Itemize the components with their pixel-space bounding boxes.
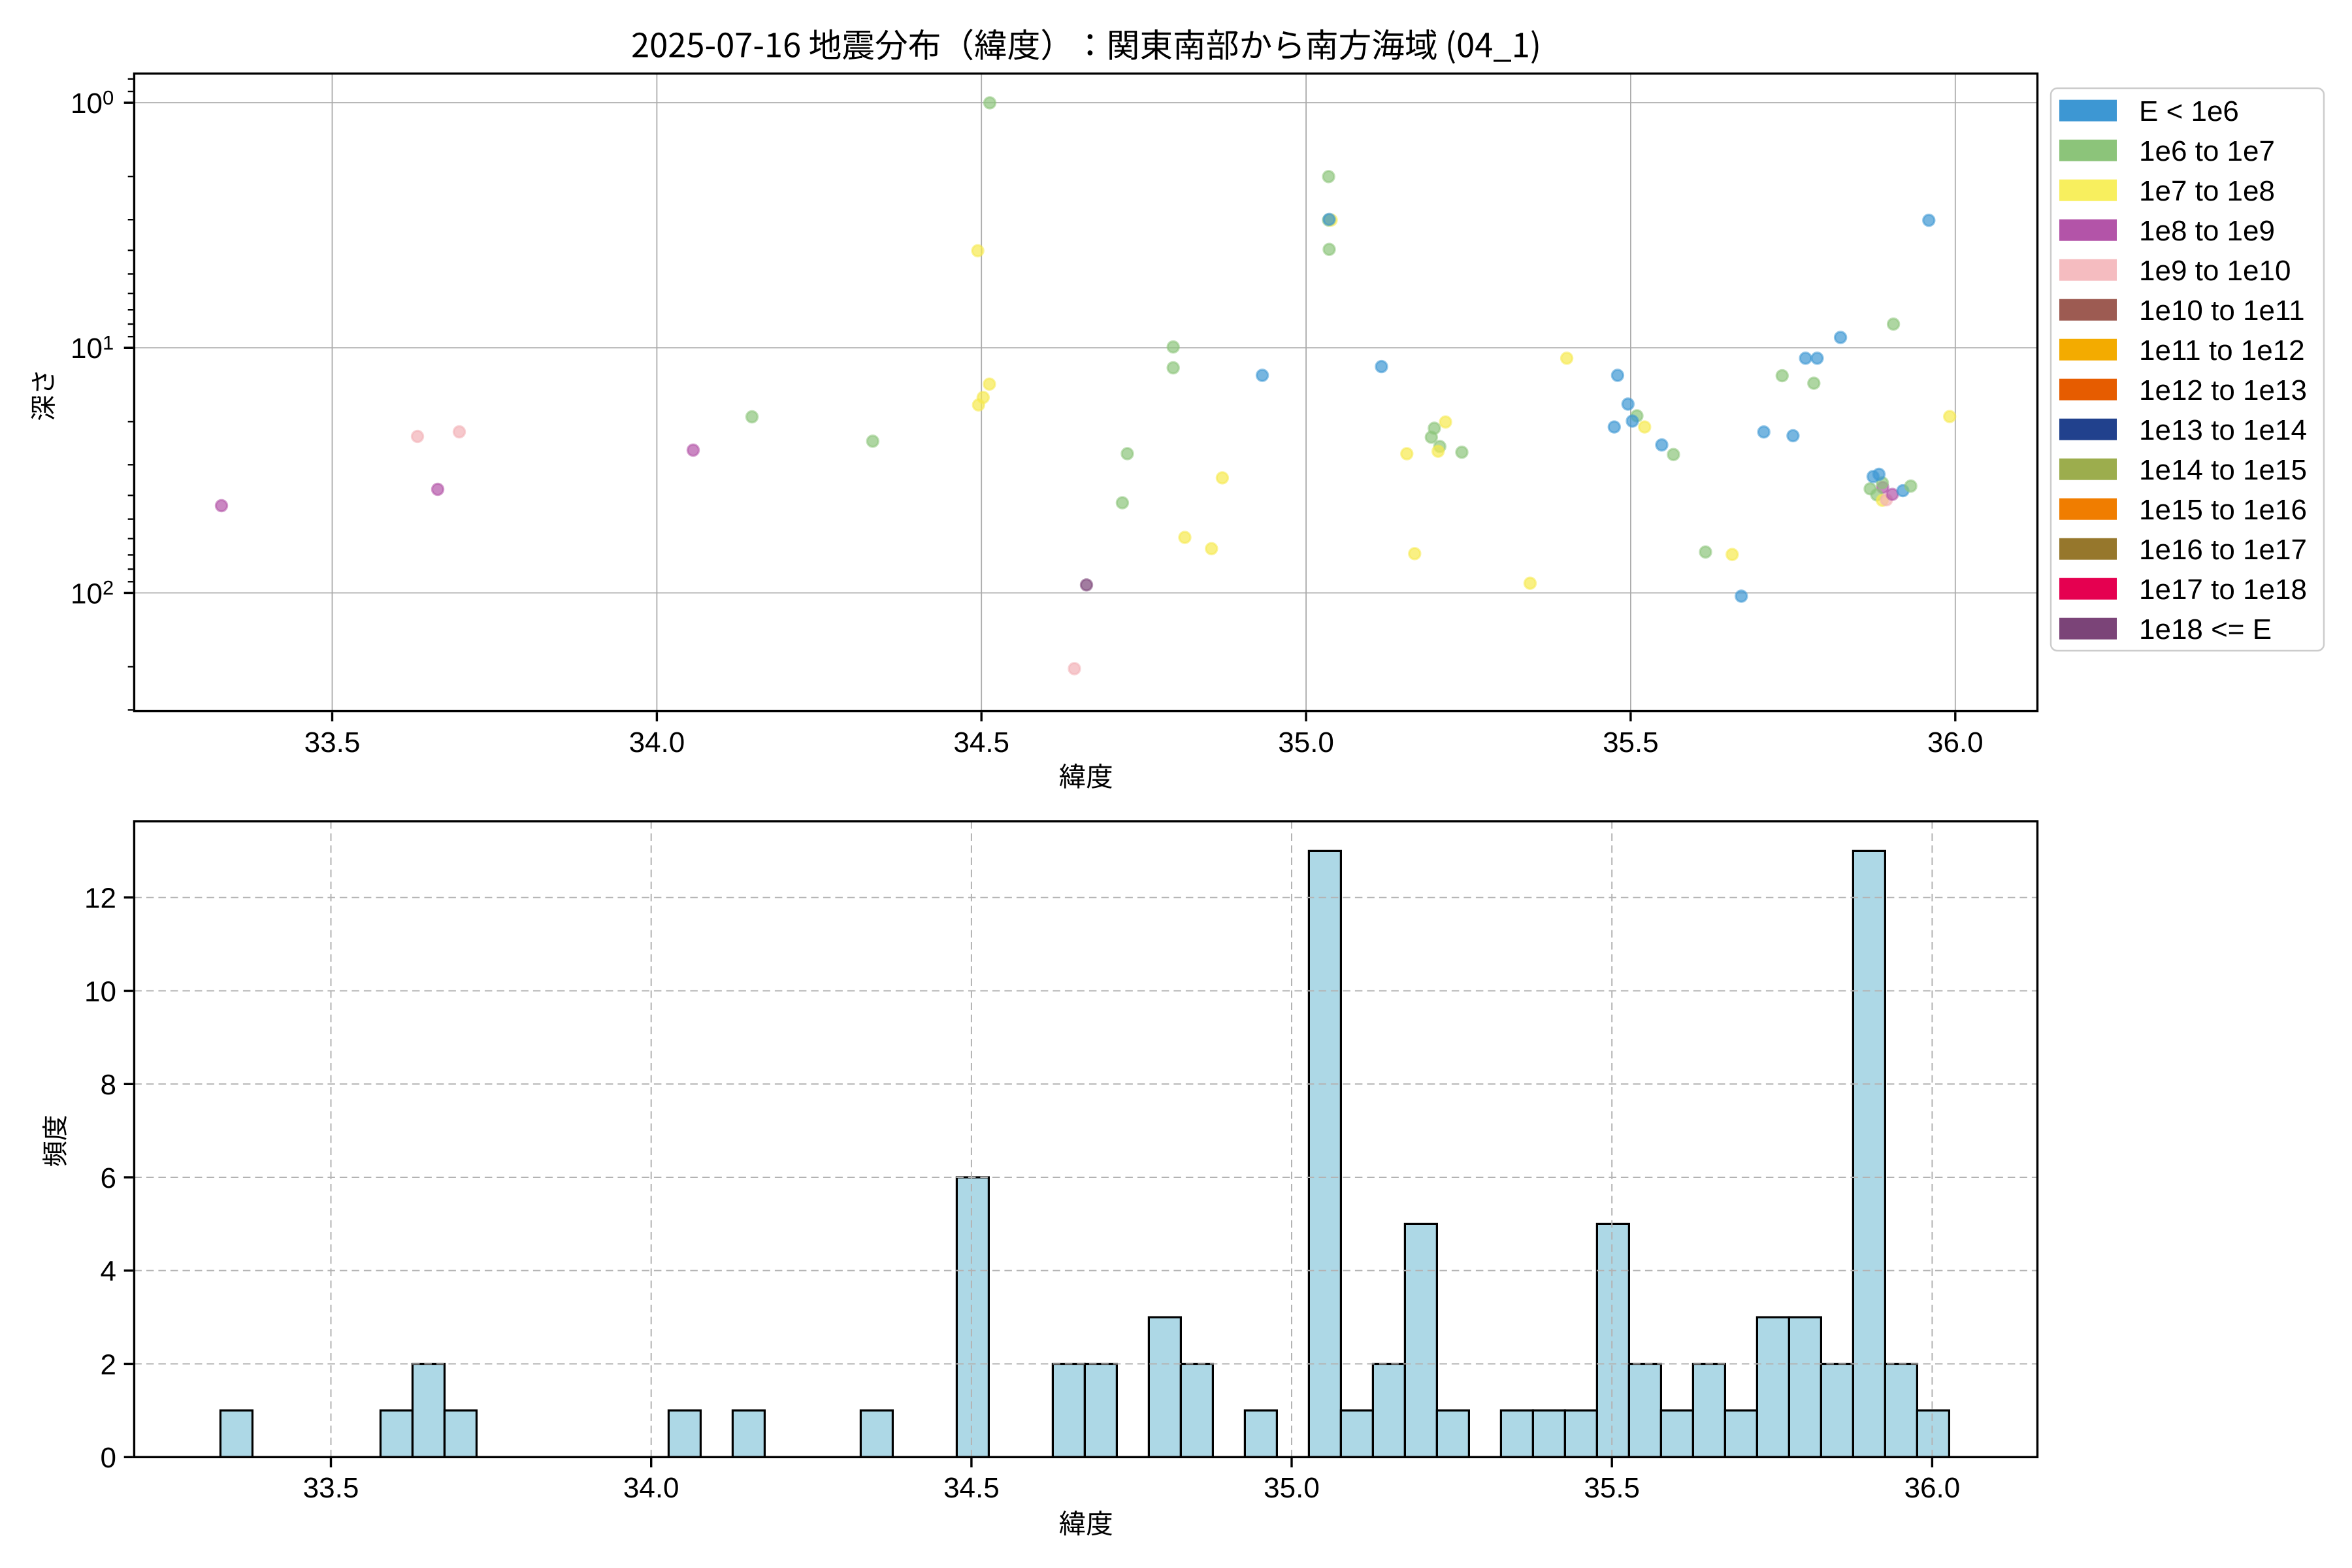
svg-text:12: 12 — [84, 883, 116, 915]
svg-text:34.0: 34.0 — [623, 1472, 679, 1504]
svg-text:2: 2 — [103, 576, 114, 599]
svg-text:1e6 to 1e7: 1e6 to 1e7 — [2139, 135, 2275, 167]
svg-text:34.0: 34.0 — [629, 727, 685, 759]
svg-text:1e11 to 1e12: 1e11 to 1e12 — [2139, 335, 2305, 367]
svg-text:4: 4 — [101, 1256, 116, 1288]
svg-text:1e18 <= E: 1e18 <= E — [2139, 613, 2272, 645]
svg-text:0: 0 — [103, 86, 114, 109]
svg-text:35.0: 35.0 — [1278, 727, 1334, 759]
svg-text:1e16 to 1e17: 1e16 to 1e17 — [2139, 534, 2307, 566]
svg-text:E < 1e6: E < 1e6 — [2139, 95, 2239, 127]
svg-text:1: 1 — [103, 331, 114, 354]
svg-text:8: 8 — [101, 1069, 116, 1101]
svg-text:10: 10 — [71, 333, 103, 365]
svg-text:33.5: 33.5 — [303, 1472, 359, 1504]
svg-text:1e8 to 1e9: 1e8 to 1e9 — [2139, 215, 2275, 247]
svg-text:36.0: 36.0 — [1927, 727, 1984, 759]
svg-text:35.5: 35.5 — [1584, 1472, 1640, 1504]
svg-text:0: 0 — [101, 1442, 116, 1474]
svg-text:33.5: 33.5 — [304, 727, 361, 759]
svg-text:1e7 to 1e8: 1e7 to 1e8 — [2139, 175, 2275, 207]
svg-text:10: 10 — [71, 88, 103, 120]
svg-text:1e14 to 1e15: 1e14 to 1e15 — [2139, 454, 2307, 486]
svg-text:1e12 to 1e13: 1e12 to 1e13 — [2139, 374, 2307, 406]
svg-text:1e17 to 1e18: 1e17 to 1e18 — [2139, 574, 2307, 606]
svg-text:1e9 to 1e10: 1e9 to 1e10 — [2139, 255, 2291, 287]
svg-text:1e10 to 1e11: 1e10 to 1e11 — [2139, 295, 2305, 327]
svg-text:34.5: 34.5 — [953, 727, 1009, 759]
svg-text:10: 10 — [71, 578, 103, 610]
svg-text:6: 6 — [101, 1162, 116, 1194]
svg-text:35.0: 35.0 — [1264, 1472, 1320, 1504]
svg-text:34.5: 34.5 — [943, 1472, 1000, 1504]
svg-text:10: 10 — [84, 975, 116, 1007]
svg-text:1e13 to 1e14: 1e13 to 1e14 — [2139, 414, 2307, 446]
svg-text:2: 2 — [101, 1348, 116, 1380]
svg-text:35.5: 35.5 — [1603, 727, 1659, 759]
svg-text:1e15 to 1e16: 1e15 to 1e16 — [2139, 494, 2307, 526]
svg-text:36.0: 36.0 — [1904, 1472, 1961, 1504]
